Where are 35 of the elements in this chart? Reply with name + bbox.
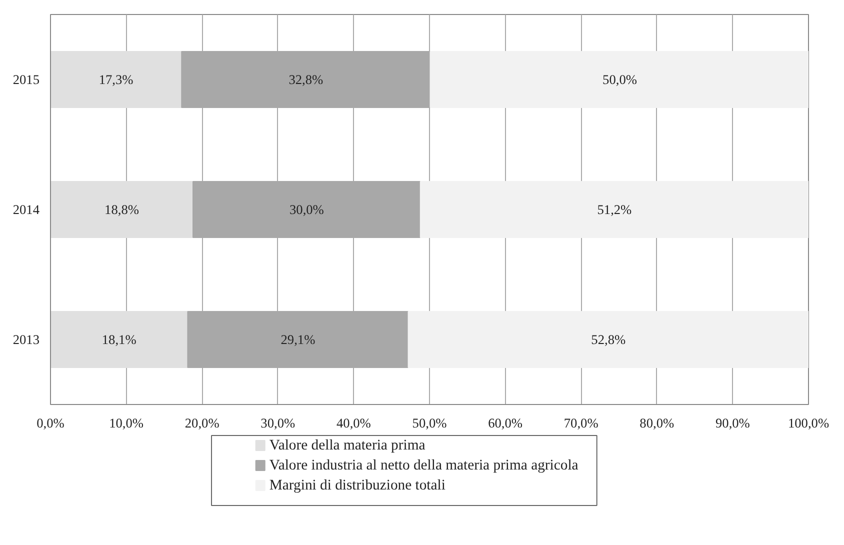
legend-label: Margini di distribuzione totali xyxy=(269,478,446,494)
legend-label: Valore della materia prima xyxy=(269,438,426,454)
y-tick-label: 2015 xyxy=(12,72,40,87)
y-tick-label: 2013 xyxy=(12,332,40,347)
x-tick-label: 30,0% xyxy=(260,416,296,430)
bar xyxy=(50,51,182,108)
data-label: 51,2% xyxy=(597,202,632,217)
data-label: 32,8% xyxy=(288,72,324,87)
bar xyxy=(187,311,409,368)
x-tick-label: 10,0% xyxy=(109,416,144,430)
bar xyxy=(408,311,808,368)
x-tick-label: 80,0% xyxy=(640,416,674,430)
x-tick-label: 40,0% xyxy=(336,416,371,430)
legend-label: Valore industria al netto della materia prima agricola xyxy=(269,458,579,474)
data-label: 29,1% xyxy=(280,332,316,347)
data-label: 18,1% xyxy=(102,332,136,347)
x-tick-label: 0,0% xyxy=(36,416,64,430)
bar xyxy=(50,311,188,368)
data-label: 17,3% xyxy=(98,72,134,87)
data-label: 18,8% xyxy=(104,202,139,217)
data-label: 30,0% xyxy=(289,202,324,217)
bar xyxy=(430,51,808,108)
bar xyxy=(181,51,431,108)
y-tick-label: 2014 xyxy=(12,202,40,217)
bar xyxy=(192,181,421,238)
bar xyxy=(50,181,194,238)
data-label: 50,0% xyxy=(602,72,637,87)
x-tick-label: 60,0% xyxy=(488,416,523,430)
x-tick-label: 20,0% xyxy=(184,416,220,430)
bar xyxy=(420,181,808,238)
x-tick-label: 90,0% xyxy=(715,416,750,430)
x-tick-label: 50,0% xyxy=(412,416,447,430)
x-tick-label: 100,0% xyxy=(788,416,830,430)
x-tick-label: 70,0% xyxy=(564,416,598,430)
data-label: 52,8% xyxy=(591,332,626,347)
